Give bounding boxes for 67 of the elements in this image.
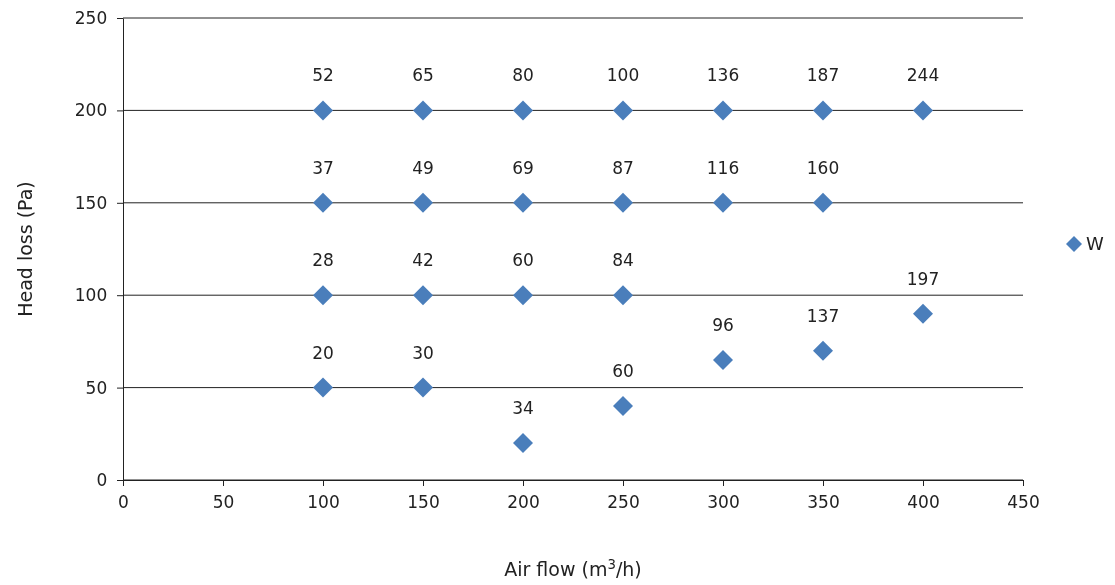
point — [413, 377, 433, 398]
annotation: 60 — [512, 250, 534, 271]
point — [413, 285, 433, 306]
x-tick-label: 450 — [1007, 491, 1040, 512]
annotation: 137 — [806, 305, 840, 326]
annotation: 52 — [312, 65, 334, 86]
x-tick-label: 50 — [212, 491, 235, 512]
point — [313, 285, 333, 306]
annotation: 42 — [412, 250, 434, 271]
annotation: 60 — [612, 361, 634, 382]
x-tick-label: 200 — [507, 491, 540, 512]
point — [413, 100, 433, 121]
point — [413, 192, 433, 213]
x-tick-label: 250 — [607, 491, 640, 512]
point — [513, 433, 533, 454]
point — [913, 100, 933, 121]
annotation: 30 — [412, 342, 434, 363]
annotation: 37 — [312, 157, 334, 178]
point — [813, 340, 833, 361]
annotation: 20 — [312, 342, 334, 363]
annotation: 84 — [612, 250, 634, 271]
y-tick-label: 200 — [74, 100, 108, 121]
y-tick-label: 100 — [74, 285, 108, 306]
annotation: 69 — [512, 157, 534, 178]
annotation: 96 — [712, 314, 734, 335]
point — [713, 100, 733, 121]
x-tick-label: 300 — [707, 491, 740, 512]
x-tick-label: 350 — [807, 491, 840, 512]
x-tick-label: 100 — [307, 491, 340, 512]
point — [613, 192, 633, 213]
annotation: 80 — [512, 65, 534, 86]
point — [613, 396, 633, 417]
annotation: 136 — [706, 65, 740, 86]
point — [313, 192, 333, 213]
annotation: 187 — [806, 65, 840, 86]
point — [813, 192, 833, 213]
annotation: 197 — [906, 268, 940, 289]
annotation: 28 — [312, 250, 334, 271]
y-tick-label: 250 — [74, 7, 108, 28]
annotation: 100 — [606, 65, 640, 86]
point — [613, 100, 633, 121]
y-tick-label: 50 — [85, 377, 108, 398]
point — [613, 285, 633, 306]
point — [513, 285, 533, 306]
y-tick-label: 0 — [96, 469, 108, 490]
x-tick-label: 0 — [118, 491, 129, 512]
y-axis-title: Head loss (Pa) — [14, 181, 36, 317]
point — [913, 303, 933, 324]
annotation: 87 — [612, 157, 634, 178]
point — [313, 100, 333, 121]
annotation: 160 — [806, 157, 840, 178]
annotation: 116 — [706, 157, 740, 178]
x-tick-label: 400 — [907, 491, 940, 512]
point — [713, 349, 733, 370]
point — [813, 100, 833, 121]
annotation: 34 — [512, 398, 534, 419]
point — [513, 192, 533, 213]
point — [313, 377, 333, 398]
point — [513, 100, 533, 121]
annotation: 49 — [412, 157, 434, 178]
point — [713, 192, 733, 213]
annotation: 65 — [412, 65, 434, 86]
x-axis-title: Air flow (m$^{3}$/h) — [504, 556, 642, 580]
y-tick-label: 150 — [74, 192, 108, 213]
annotation: 244 — [906, 65, 940, 86]
x-tick-label: 150 — [407, 491, 440, 512]
legend-label: W — [1086, 233, 1104, 254]
